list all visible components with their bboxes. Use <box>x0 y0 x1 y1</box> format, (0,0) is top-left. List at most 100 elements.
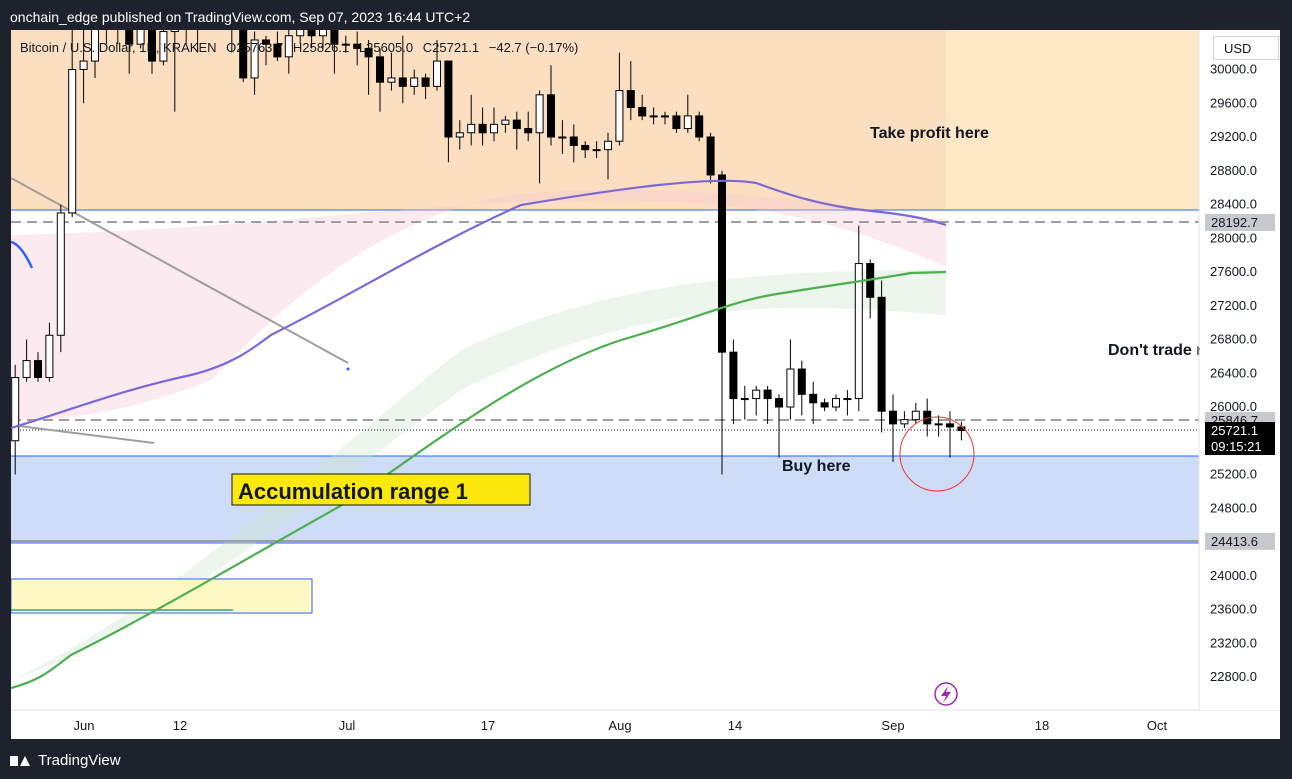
price-tick-label: 23200.0 <box>1210 635 1257 650</box>
time-tick-label: Oct <box>1147 718 1168 733</box>
candle <box>136 30 145 49</box>
candle <box>512 111 521 150</box>
candle <box>877 280 886 433</box>
candle <box>239 30 248 83</box>
candle <box>661 111 669 125</box>
accumulation-zone <box>11 456 1199 543</box>
candle <box>490 107 498 142</box>
candle <box>410 69 419 95</box>
candle <box>900 411 909 429</box>
dont-trade-label: Don't trade r <box>1108 342 1202 359</box>
take-profit-zone-extension <box>946 30 1199 210</box>
highlight-circle <box>899 416 975 492</box>
candle <box>117 30 119 45</box>
price-tick-label: 28400.0 <box>1210 197 1257 212</box>
price-tick-label: 28800.0 <box>1210 163 1257 178</box>
price-badge-label: 09:15:21 <box>1211 439 1262 454</box>
candle <box>695 111 704 142</box>
candle <box>262 35 270 66</box>
footer-brand[interactable]: TradingView <box>10 752 121 769</box>
candle <box>672 111 681 133</box>
candle <box>832 394 840 412</box>
candle <box>604 132 612 180</box>
price-axis-ticks: 30000.0 29600.0 29200.0 28800.0 28400.0 28000… <box>1210 62 1257 685</box>
candles <box>11 30 966 475</box>
candle <box>786 339 795 420</box>
tradingview-logo-icon <box>10 754 32 768</box>
candle <box>341 35 350 53</box>
legend-symbol: Bitcoin / U.S. Dollar, 1D, KRAKEN <box>20 40 217 55</box>
price-badge-label: 24413.6 <box>1211 534 1258 549</box>
price-axis-bg[interactable] <box>1200 30 1280 710</box>
price-badge: 25721.1 <box>1205 422 1275 439</box>
time-tick-label: 14 <box>728 718 742 733</box>
candle <box>889 394 897 462</box>
price-tick-label: 22800.0 <box>1210 669 1257 684</box>
candle <box>569 124 578 163</box>
legend-close: C25721.1 <box>422 40 480 55</box>
candle <box>433 39 441 91</box>
candle <box>854 225 863 412</box>
price-tick-label: 24800.0 <box>1210 500 1257 515</box>
candle <box>467 94 476 146</box>
legend-change: −42.7 (−0.17%) <box>488 40 579 55</box>
lightning-bolt-icon[interactable] <box>934 682 958 706</box>
candle <box>421 73 430 100</box>
candle <box>729 339 738 424</box>
ma-fast-line <box>11 179 947 430</box>
candle <box>763 385 772 424</box>
price-tick-label: 26400.0 <box>1210 365 1257 380</box>
price-tick-label: 27600.0 <box>1210 264 1257 279</box>
chart-frame[interactable]: Accumulation range 1 Take profit here Do… <box>11 30 1280 739</box>
candle <box>148 30 156 74</box>
time-tick-label: 12 <box>173 718 187 733</box>
candle <box>706 132 715 184</box>
time-tick-label: Jul <box>339 718 356 733</box>
time-tick-label: Jun <box>74 718 95 733</box>
candle <box>56 204 65 353</box>
candle <box>22 339 31 382</box>
time-tick-label: Sep <box>881 718 904 733</box>
trend-line-upper <box>11 177 349 364</box>
symbol-legend: Bitcoin / U.S. Dollar, 1D, KRAKEN O25763… <box>20 40 584 55</box>
candle <box>911 402 920 424</box>
legend-low: L25605.0 <box>358 40 414 55</box>
price-badge-label: 25721.1 <box>1211 423 1258 438</box>
candle <box>615 52 624 146</box>
candle <box>444 60 453 163</box>
candle <box>398 35 407 104</box>
candle <box>364 39 373 95</box>
candle <box>535 90 544 184</box>
candle <box>547 65 555 146</box>
price-badge-label: 28192.7 <box>1211 215 1258 230</box>
price-tick-label: 29200.0 <box>1210 129 1257 144</box>
footer-brand-label: TradingView <box>38 752 121 769</box>
candle <box>250 31 259 95</box>
price-tick-label: 27200.0 <box>1210 298 1257 313</box>
accumulation-label: Accumulation range 1 <box>238 479 468 504</box>
candle <box>296 30 305 45</box>
ma-slow-line <box>11 270 947 690</box>
candle <box>376 48 384 112</box>
candle <box>231 30 233 53</box>
candle <box>775 394 783 458</box>
candle <box>683 94 692 133</box>
candle <box>638 94 647 121</box>
buy-here-label: Buy here <box>782 458 851 475</box>
candle <box>125 30 134 74</box>
legend-open: O25763.7 <box>226 40 284 55</box>
price-tick-label: 24000.0 <box>1210 568 1257 583</box>
candle <box>718 170 726 475</box>
price-tick-label: 23600.0 <box>1210 602 1257 617</box>
ma-fast-cloud <box>11 189 946 420</box>
price-badge: 09:15:21 <box>1205 438 1275 455</box>
price-chart[interactable]: Accumulation range 1 Take profit here Do… <box>11 30 1280 739</box>
currency-button[interactable]: USD <box>1213 36 1279 60</box>
candle <box>934 415 943 437</box>
legend-high: H25826.1 <box>292 40 350 55</box>
candle <box>159 30 168 66</box>
trend-line-lower <box>11 424 155 444</box>
candle <box>387 52 396 91</box>
candle <box>843 390 852 416</box>
